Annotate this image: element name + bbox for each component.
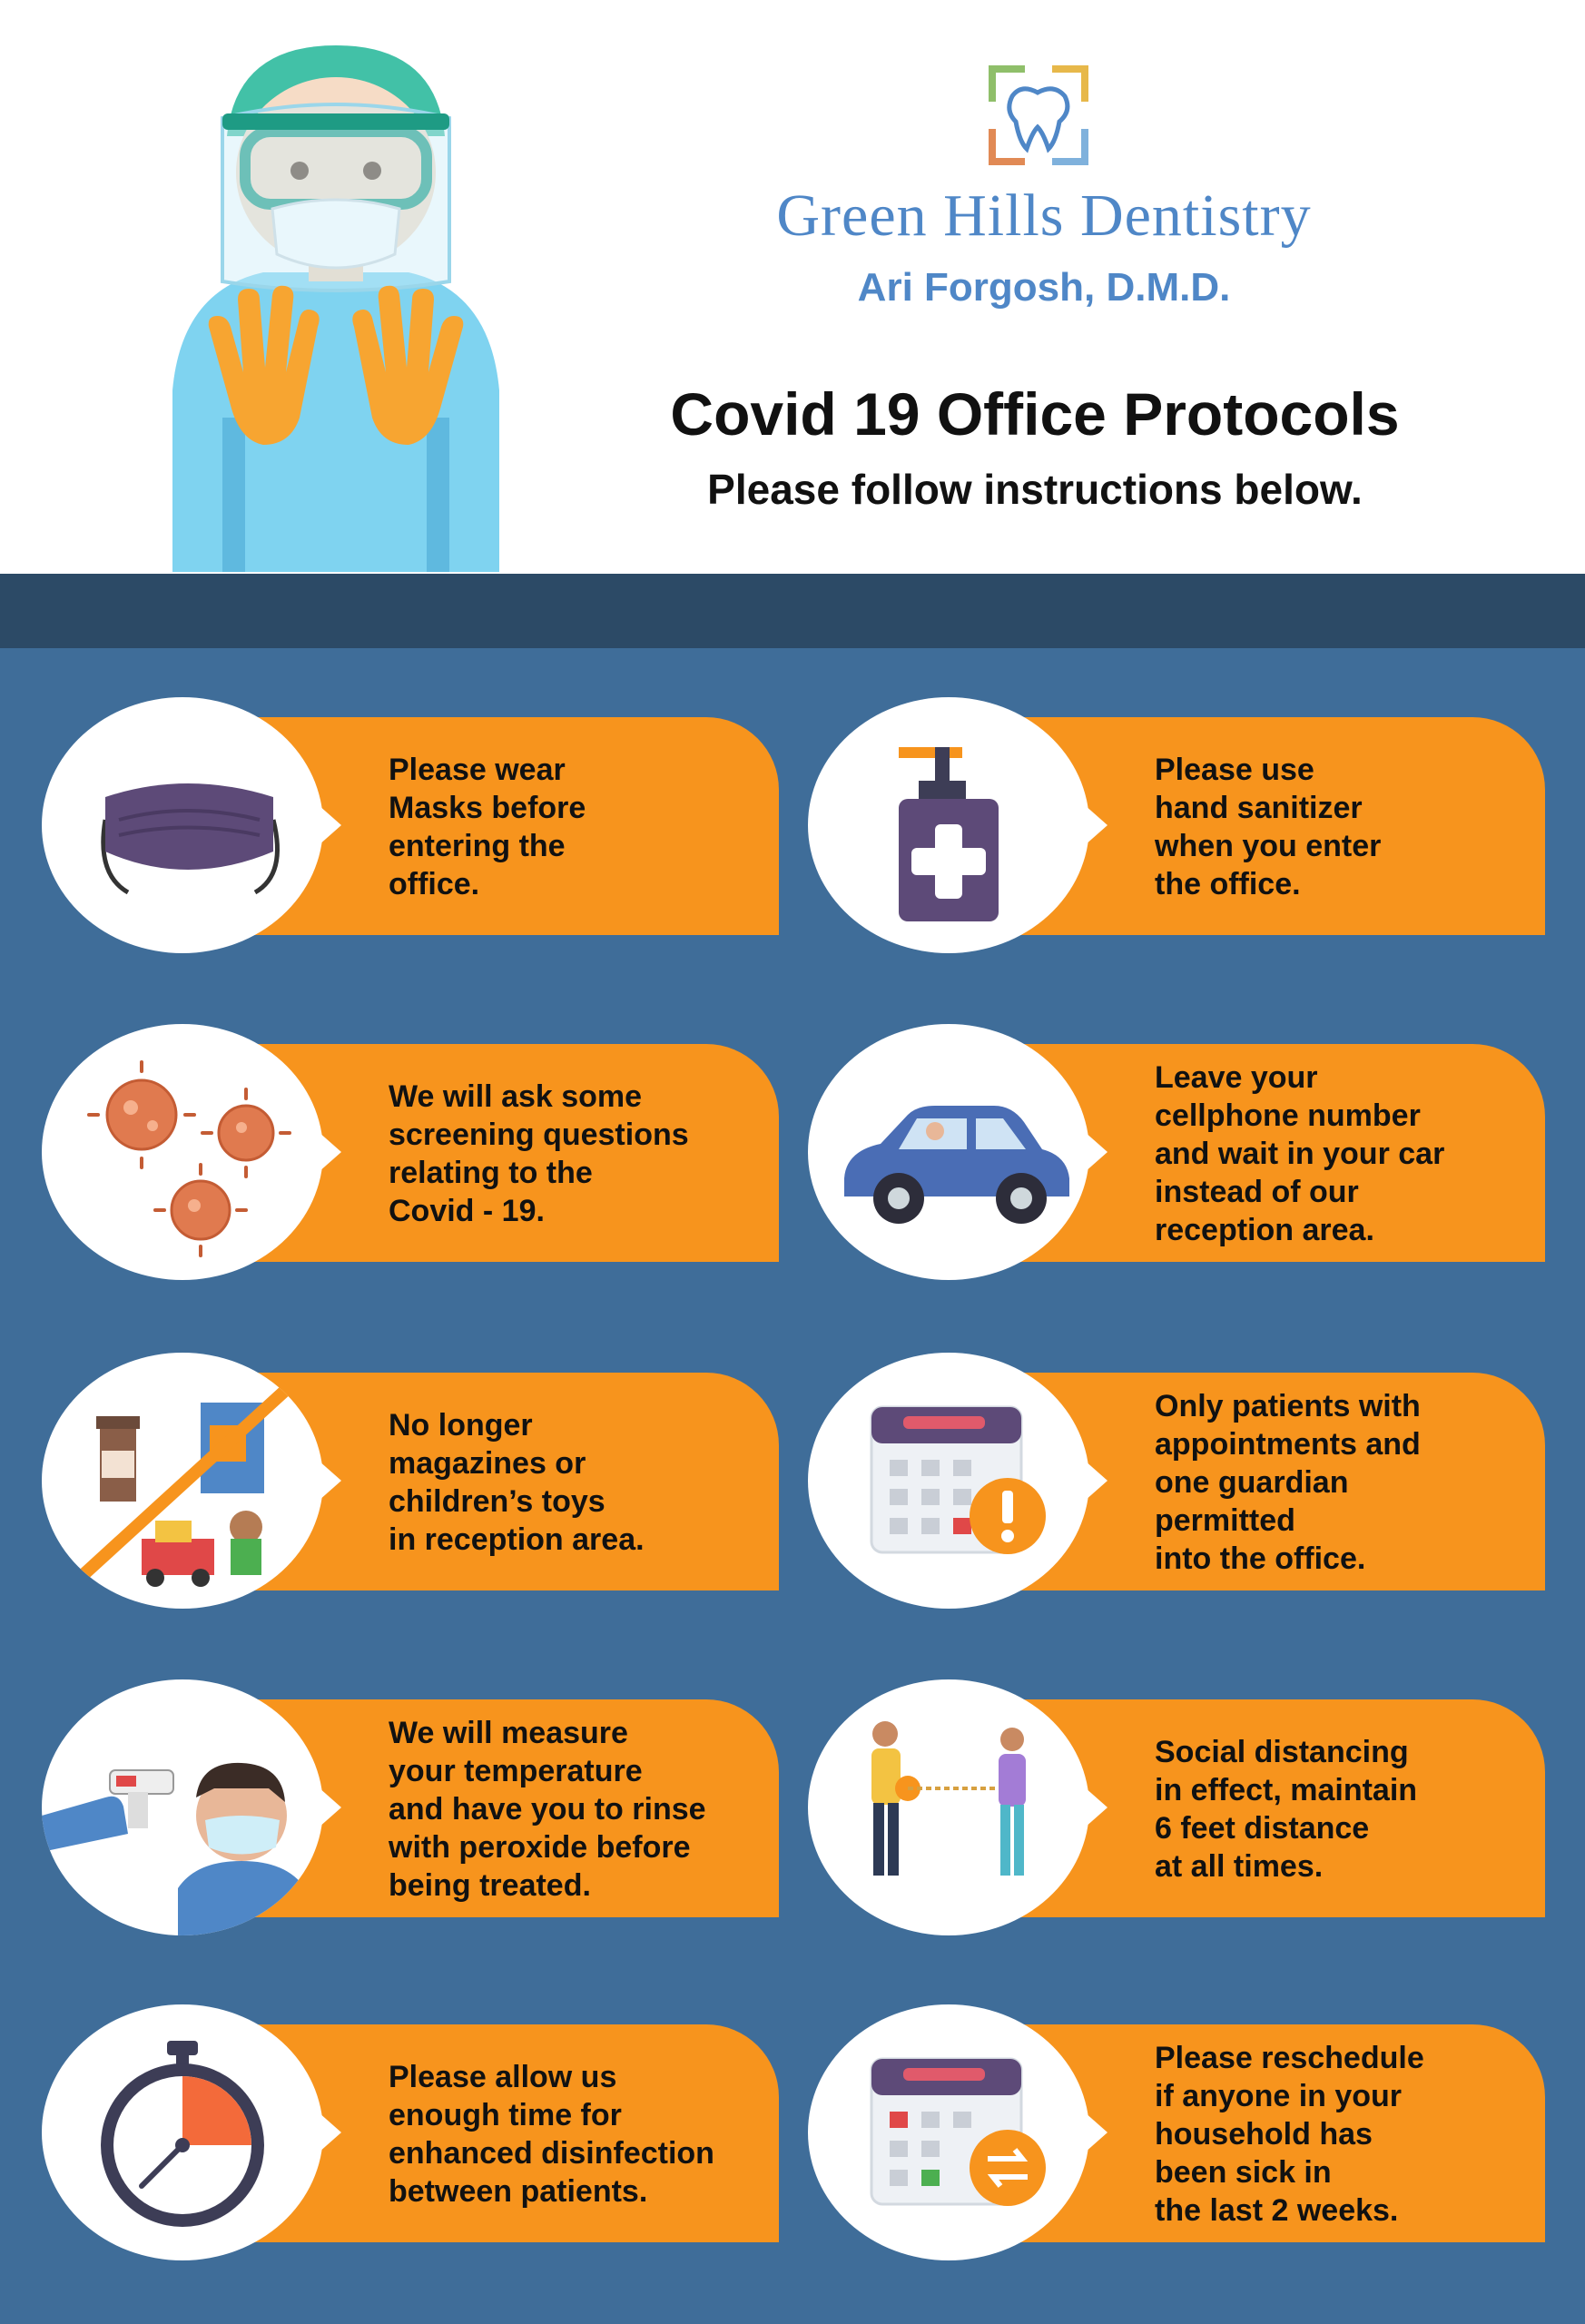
header: Green Hills Dentistry Ari Forgosh, D.M.D… (0, 0, 1585, 572)
protocol-card-car: Leave your cellphone number and wait in … (808, 1024, 1545, 1280)
practice-name: Green Hills Dentistry (776, 182, 1312, 249)
protocol-text: We will ask some screening questions rel… (389, 1079, 689, 1228)
protocol-card-appointments: Only patients with appointments and one … (808, 1353, 1545, 1609)
protocol-text: Leave your cellphone number and wait in … (1155, 1060, 1445, 1247)
protocol-icon-circle (808, 2004, 1089, 2260)
protocol-icon-circle (808, 1024, 1089, 1280)
stopwatch-icon (101, 2041, 264, 2227)
protocol-card-distancing: Social distancing in effect, maintain 6 … (808, 1679, 1545, 1935)
protocol-icon-circle (808, 697, 1089, 953)
protocol-card-temperature: We will measure your temperature and hav… (42, 1679, 779, 1935)
protocol-text: Please allow us enough time for enhanced… (389, 2060, 714, 2209)
protocol-icon-circle (42, 1679, 323, 1935)
bubble-pointer (1077, 1780, 1108, 1835)
protocol-text: Please wear Masks before entering the of… (389, 753, 586, 901)
face-mask-icon (101, 783, 280, 895)
protocol-icon-circle (42, 2004, 323, 2260)
protocol-text: We will measure your temperature and hav… (389, 1716, 706, 1903)
virus-icon (87, 1060, 291, 1257)
protocol-card-no-magazines: No longer magazines or children’s toys i… (42, 1353, 779, 1609)
calendar-alert-icon (870, 1405, 1046, 1554)
bubble-pointer (1077, 1125, 1108, 1179)
protocol-text: Please reschedule if anyone in your hous… (1155, 2041, 1424, 2228)
car-icon (844, 1106, 1069, 1224)
bubble-pointer (310, 1125, 341, 1179)
protocol-card-screening: We will ask some screening questions rel… (42, 1024, 779, 1280)
bubble-pointer (310, 1780, 341, 1835)
bubble-pointer (310, 2105, 341, 2160)
temperature-check-icon (42, 1762, 305, 1935)
protocol-icon-circle (42, 1024, 323, 1280)
protocol-icon-circle (42, 697, 323, 953)
protocol-icon-circle (808, 1353, 1089, 1609)
protocol-icon-circle (42, 1353, 323, 1609)
no-magazines-toys-icon (72, 1383, 293, 1587)
calendar-reschedule-icon (870, 2057, 1046, 2206)
bubble-pointer (1077, 2105, 1108, 2160)
bubble-pointer (310, 1453, 341, 1508)
social-distancing-icon (871, 1721, 1026, 1876)
protocol-text: Social distancing in effect, maintain 6 … (1155, 1735, 1418, 1884)
bubble-pointer (1077, 798, 1108, 852)
health-worker-ppe-icon (172, 45, 499, 572)
page-subtitle: Please follow instructions below. (707, 466, 1363, 513)
page-title: Covid 19 Office Protocols (670, 380, 1400, 448)
hand-sanitizer-icon (899, 747, 999, 921)
bubble-pointer (1077, 1453, 1108, 1508)
doctor-name: Ari Forgosh, D.M.D. (857, 265, 1231, 310)
protocol-card-disinfection: Please allow us enough time for enhanced… (42, 2004, 779, 2260)
protocol-text: Please use hand sanitizer when you enter… (1155, 753, 1382, 901)
tooth-logo-icon (989, 65, 1088, 165)
protocol-card-mask: Please wear Masks before entering the of… (42, 697, 779, 953)
bubble-pointer (310, 798, 341, 852)
protocol-text: No longer magazines or children’s toys i… (389, 1408, 645, 1557)
divider-band (0, 574, 1585, 648)
protocol-text: Only patients with appointments and one … (1155, 1389, 1421, 1576)
protocol-card-sanitizer: Please use hand sanitizer when you enter… (808, 697, 1545, 953)
protocol-icon-circle (808, 1679, 1089, 1935)
protocol-card-reschedule: Please reschedule if anyone in your hous… (808, 2004, 1545, 2260)
